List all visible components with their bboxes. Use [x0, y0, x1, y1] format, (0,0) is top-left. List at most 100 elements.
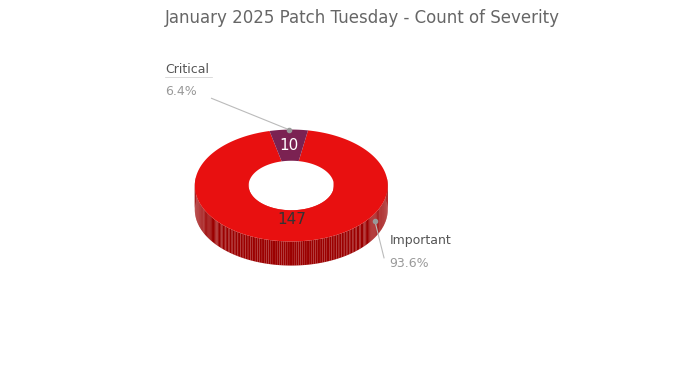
Polygon shape [280, 209, 281, 234]
Polygon shape [348, 230, 350, 255]
Polygon shape [218, 221, 219, 247]
Polygon shape [283, 210, 284, 234]
Polygon shape [283, 241, 285, 266]
Polygon shape [284, 210, 285, 234]
Polygon shape [340, 233, 342, 258]
Polygon shape [261, 239, 263, 263]
Polygon shape [225, 226, 227, 251]
Polygon shape [310, 240, 312, 265]
Polygon shape [326, 237, 328, 262]
Polygon shape [308, 208, 309, 232]
Polygon shape [286, 210, 287, 234]
Polygon shape [356, 226, 358, 251]
Polygon shape [303, 209, 304, 233]
Polygon shape [374, 213, 375, 238]
Polygon shape [305, 209, 306, 233]
Polygon shape [219, 223, 220, 247]
Polygon shape [212, 217, 213, 242]
Polygon shape [233, 230, 234, 255]
Text: 93.6%: 93.6% [390, 257, 429, 270]
Polygon shape [201, 206, 202, 231]
Text: 6.4%: 6.4% [165, 85, 197, 98]
Polygon shape [343, 232, 345, 257]
Polygon shape [306, 241, 308, 265]
Polygon shape [295, 210, 296, 234]
Polygon shape [379, 208, 380, 233]
Polygon shape [377, 210, 378, 235]
Polygon shape [299, 210, 300, 234]
Polygon shape [297, 241, 299, 266]
Polygon shape [228, 228, 230, 253]
Polygon shape [230, 229, 232, 253]
Polygon shape [317, 239, 319, 263]
Polygon shape [217, 221, 218, 246]
Polygon shape [280, 241, 282, 265]
Polygon shape [314, 240, 315, 264]
Polygon shape [291, 210, 292, 234]
Polygon shape [380, 206, 381, 231]
Polygon shape [301, 210, 302, 234]
Polygon shape [308, 240, 310, 265]
Polygon shape [232, 229, 233, 254]
Polygon shape [338, 234, 340, 259]
Polygon shape [289, 242, 291, 266]
Text: Critical: Critical [165, 63, 209, 76]
Polygon shape [236, 231, 238, 256]
Polygon shape [319, 239, 321, 263]
Polygon shape [253, 237, 254, 261]
Polygon shape [293, 210, 295, 234]
Polygon shape [223, 225, 224, 250]
Polygon shape [346, 231, 348, 256]
Polygon shape [282, 210, 283, 234]
Polygon shape [275, 209, 276, 233]
Polygon shape [362, 223, 363, 248]
Polygon shape [266, 206, 267, 230]
Polygon shape [309, 208, 310, 232]
Polygon shape [302, 209, 303, 234]
Polygon shape [244, 234, 246, 259]
Polygon shape [213, 218, 214, 243]
Polygon shape [246, 235, 247, 259]
Polygon shape [300, 241, 302, 265]
Polygon shape [203, 208, 204, 233]
Polygon shape [276, 209, 277, 233]
Polygon shape [238, 232, 239, 257]
Polygon shape [268, 240, 270, 264]
Polygon shape [359, 224, 361, 249]
Polygon shape [337, 234, 338, 259]
Polygon shape [242, 234, 244, 258]
Polygon shape [325, 238, 326, 262]
Polygon shape [278, 241, 280, 265]
Polygon shape [366, 220, 367, 245]
Polygon shape [221, 224, 223, 249]
Polygon shape [373, 214, 374, 239]
Polygon shape [249, 236, 251, 260]
Polygon shape [323, 238, 325, 263]
Polygon shape [285, 210, 286, 234]
Polygon shape [277, 209, 278, 233]
Polygon shape [312, 240, 314, 264]
Polygon shape [350, 230, 351, 254]
Polygon shape [269, 207, 270, 231]
Polygon shape [239, 233, 240, 257]
Polygon shape [288, 210, 289, 234]
Polygon shape [378, 209, 379, 234]
Polygon shape [358, 225, 359, 250]
Polygon shape [195, 130, 388, 242]
Polygon shape [314, 206, 315, 230]
Polygon shape [270, 129, 308, 161]
Polygon shape [202, 207, 203, 232]
Polygon shape [274, 208, 275, 233]
Polygon shape [214, 219, 215, 244]
Text: Important: Important [390, 234, 452, 247]
Polygon shape [335, 235, 337, 260]
Polygon shape [310, 207, 311, 232]
Polygon shape [279, 209, 280, 233]
Polygon shape [370, 217, 371, 242]
Polygon shape [220, 223, 221, 248]
Polygon shape [295, 242, 297, 266]
Polygon shape [297, 210, 298, 234]
Polygon shape [315, 239, 317, 264]
Polygon shape [331, 236, 333, 260]
Polygon shape [240, 233, 242, 258]
